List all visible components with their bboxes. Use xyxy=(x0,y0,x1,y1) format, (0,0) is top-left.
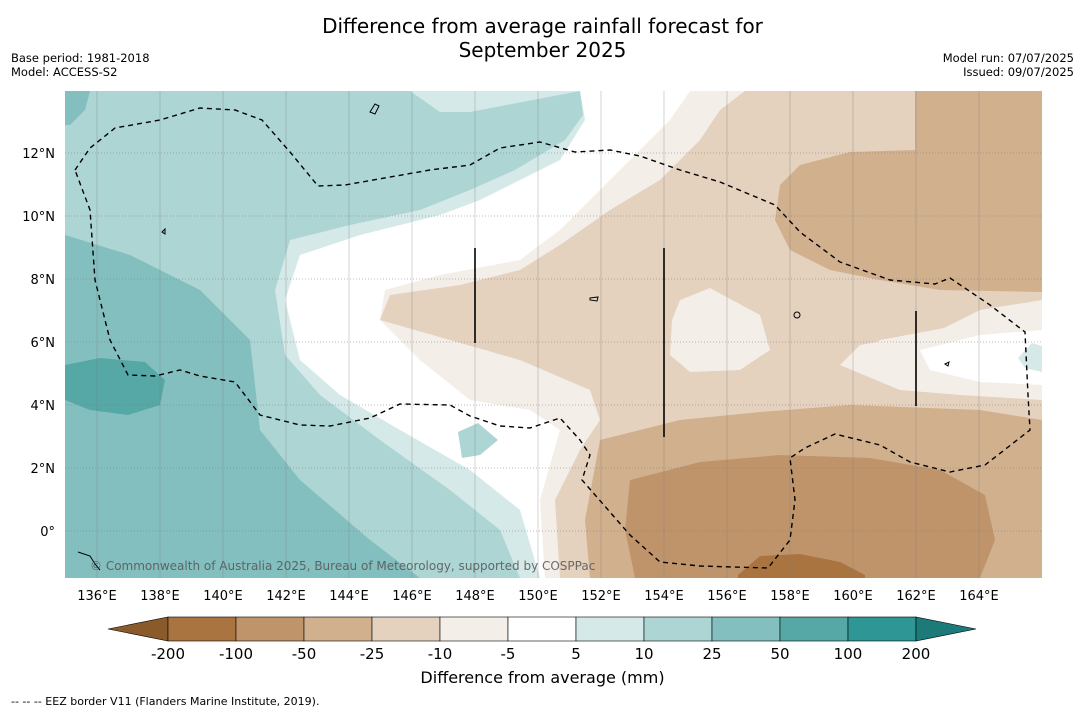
eez-border xyxy=(74,107,1031,569)
colorbar xyxy=(107,616,977,642)
longitude-labels: 136°E 138°E 140°E 142°E 144°E 146°E 148°… xyxy=(77,589,999,604)
lon-label: 142°E xyxy=(266,589,306,604)
lat-label: 8°N xyxy=(31,273,56,288)
model-name: Model: ACCESS-S2 xyxy=(11,65,118,79)
lat-label: 12°N xyxy=(22,147,55,162)
colorbar-tick-label: -5 xyxy=(501,645,516,663)
lat-label: 4°N xyxy=(31,399,56,414)
lon-label: 138°E xyxy=(140,589,180,604)
colorbar-segment xyxy=(711,616,781,642)
eez-footnote: -- -- -- EEZ border V11 (Flanders Marine… xyxy=(11,695,320,708)
lon-label: 156°E xyxy=(707,589,747,604)
colorbar-tick-label: 200 xyxy=(902,645,931,663)
colorbar-segment xyxy=(643,616,713,642)
colorbar-tick-label: 100 xyxy=(834,645,863,663)
colorbar-tick-label: -10 xyxy=(428,645,453,663)
lon-label: 136°E xyxy=(77,589,117,604)
meta-right: Model run: 07/07/2025 Issued: 09/07/2025 xyxy=(943,51,1074,79)
lon-label: 154°E xyxy=(644,589,684,604)
map-title: Difference from average rainfall forecas… xyxy=(0,14,1085,62)
issued-date: Issued: 09/07/2025 xyxy=(963,65,1074,79)
islands xyxy=(77,103,950,571)
copyright-text: © Commonwealth of Australia 2025, Bureau… xyxy=(90,559,595,573)
lat-label: 6°N xyxy=(31,336,56,351)
lon-label: 160°E xyxy=(833,589,873,604)
latitude-labels: 12°N 10°N 8°N 6°N 4°N 2°N 0° xyxy=(22,147,55,540)
lon-label: 162°E xyxy=(896,589,936,604)
model-run: Model run: 07/07/2025 xyxy=(942,51,1074,65)
lon-label: 140°E xyxy=(203,589,243,604)
base-period: Base period: 1981-2018 xyxy=(11,51,150,65)
lon-label: 148°E xyxy=(455,589,495,604)
colorbar-segment xyxy=(235,616,305,642)
colorbar-arrow-left xyxy=(107,616,169,642)
rainfall-anomaly-field xyxy=(65,91,1042,578)
colorbar-tick-label: 10 xyxy=(634,645,653,663)
lon-label: 150°E xyxy=(518,589,558,604)
colorbar-segment xyxy=(303,616,373,642)
lon-label: 164°E xyxy=(959,589,999,604)
colorbar-segment xyxy=(371,616,441,642)
lon-label: 144°E xyxy=(329,589,369,604)
lon-label: 146°E xyxy=(392,589,432,604)
colorbar-segment xyxy=(167,616,237,642)
colorbar-segment xyxy=(779,616,849,642)
colorbar-tick-label: -25 xyxy=(360,645,385,663)
colorbar-tick-label: -100 xyxy=(219,645,253,663)
colorbar-title: Difference from average (mm) xyxy=(420,668,665,687)
colorbar-tick-label: 5 xyxy=(571,645,581,663)
title-line-2: September 2025 xyxy=(458,38,627,62)
lat-label: 10°N xyxy=(22,210,55,225)
title-line-1: Difference from average rainfall forecas… xyxy=(322,14,763,38)
colorbar-labels: -200 -100 -50 -25 -10 -5 5 10 25 50 100 200 xyxy=(151,645,930,663)
colorbar-tick-label: -50 xyxy=(292,645,317,663)
colorbar-segment xyxy=(507,616,577,642)
lat-label: 2°N xyxy=(31,462,56,477)
lat-label: 0° xyxy=(40,525,55,540)
colorbar-tick-label: -200 xyxy=(151,645,185,663)
colorbar-segment xyxy=(439,616,509,642)
meta-left: Base period: 1981-2018 Model: ACCESS-S2 xyxy=(11,51,150,79)
colorbar-arrow-right xyxy=(915,616,977,642)
lon-label: 152°E xyxy=(581,589,621,604)
colorbar-tick-label: 25 xyxy=(702,645,721,663)
lon-label: 158°E xyxy=(770,589,810,604)
eez-segments xyxy=(474,248,917,437)
colorbar-tick-label: 50 xyxy=(770,645,789,663)
colorbar-segment xyxy=(575,616,645,642)
colorbar-segment xyxy=(847,616,917,642)
